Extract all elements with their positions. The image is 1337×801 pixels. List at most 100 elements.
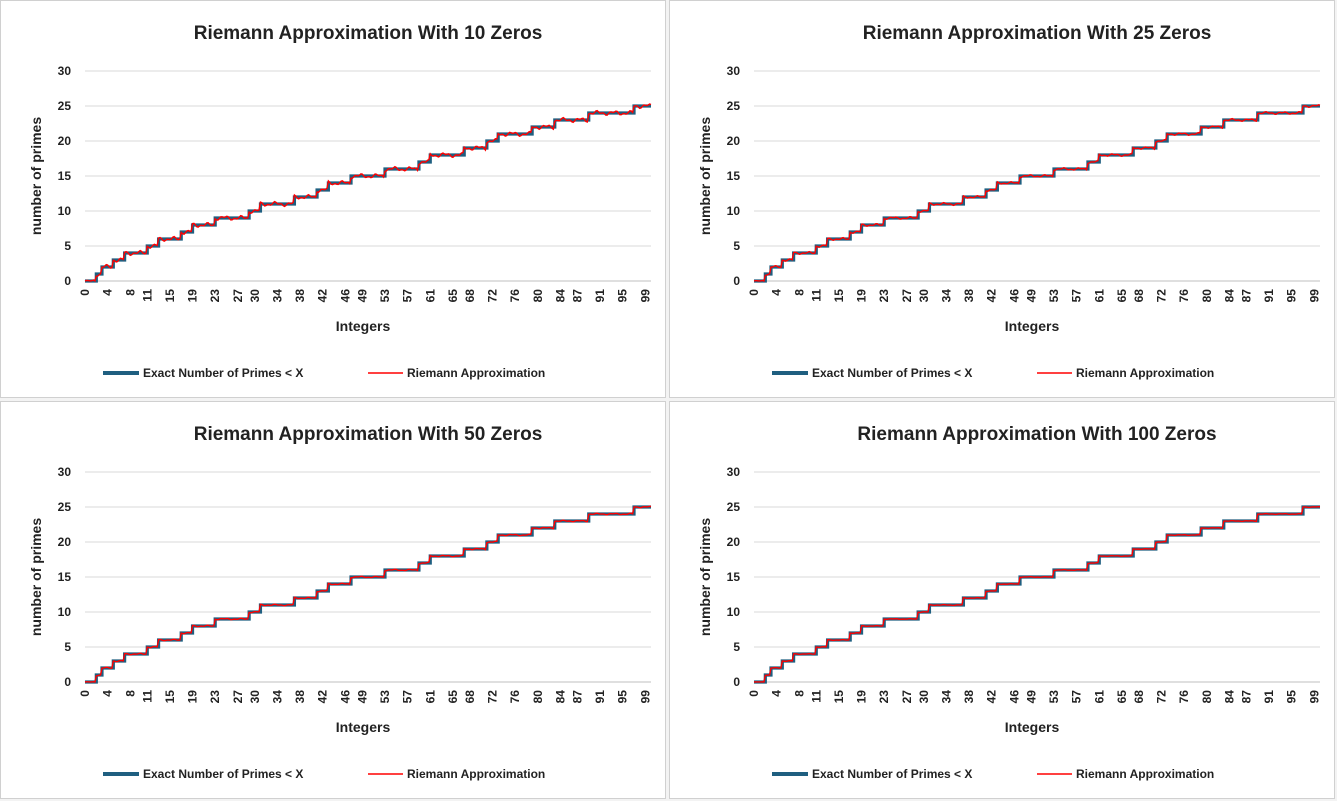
x-tick-label: 0: [78, 289, 92, 296]
y-tick-label: 0: [64, 675, 71, 689]
chart-title: Riemann Approximation With 50 Zeros: [194, 424, 543, 445]
legend-label: Exact Number of Primes < X: [143, 366, 303, 380]
y-tick-label: 25: [727, 500, 741, 514]
chart-title: Riemann Approximation With 25 Zeros: [863, 23, 1212, 44]
chart-svg: Riemann Approximation With 25 Zeros 0 5 10 1…: [697, 23, 1321, 380]
chart-title: Riemann Approximation With 10 Zeros: [194, 23, 543, 44]
y-tick-label: 10: [727, 605, 741, 619]
x-axis-label: Integers: [1005, 318, 1060, 334]
y-tick-label: 30: [727, 64, 741, 78]
x-tick-label: 8: [792, 690, 806, 697]
y-tick-label: 15: [727, 570, 741, 584]
x-tick-label: 8: [123, 690, 137, 697]
x-tick-label: 15: [163, 289, 177, 303]
legend-label: Exact Number of Primes < X: [812, 767, 972, 781]
x-tick-label: 76: [508, 690, 522, 704]
x-tick-label: 23: [877, 690, 891, 704]
x-tick-label: 84: [553, 289, 567, 303]
chart-panel-25-zeros: Riemann Approximation With 25 Zeros 0 5 10 1…: [669, 0, 1335, 398]
x-tick-label: 42: [985, 289, 999, 303]
y-tick-label: 15: [58, 169, 72, 183]
x-tick-label: 23: [208, 690, 222, 704]
legend-label: Riemann Approximation: [407, 767, 545, 781]
x-tick-label: 84: [553, 690, 567, 704]
x-tick-label: 8: [123, 289, 137, 296]
y-tick-label: 25: [58, 99, 72, 113]
y-tick-label: 25: [727, 99, 741, 113]
x-tick-label: 0: [78, 690, 92, 697]
x-tick-label: 38: [962, 289, 976, 303]
x-tick-label: 57: [1070, 289, 1084, 303]
x-tick-label: 11: [809, 690, 823, 703]
x-tick-label: 72: [486, 690, 500, 704]
y-tick-label: 5: [64, 239, 71, 253]
x-tick-label: 68: [463, 289, 477, 303]
y-tick-label: 25: [58, 500, 72, 514]
x-tick-label: 57: [401, 690, 415, 704]
x-tick-label: 23: [877, 289, 891, 303]
x-tick-label: 19: [186, 690, 200, 704]
x-tick-label: 23: [208, 289, 222, 303]
chart-panel-50-zeros: Riemann Approximation With 50 Zeros 0 5 10 1…: [0, 401, 666, 799]
x-tick-label: 95: [616, 690, 630, 704]
x-tick-label: 15: [832, 690, 846, 704]
x-tick-label: 65: [1115, 289, 1129, 303]
series-line-exact: [85, 104, 651, 283]
y-tick-label: 10: [58, 605, 72, 619]
x-axis-label: Integers: [336, 318, 391, 334]
x-tick-label: 42: [316, 289, 330, 303]
y-tick-label: 15: [58, 570, 72, 584]
x-tick-label: 4: [101, 289, 115, 296]
y-tick-label: 30: [58, 465, 72, 479]
x-tick-label: 80: [1200, 690, 1214, 704]
series-line-riemann: [753, 104, 1321, 282]
legend-label: Riemann Approximation: [1076, 366, 1214, 380]
x-tick-label: 42: [316, 690, 330, 704]
x-tick-label: 0: [747, 289, 761, 296]
chart-svg: Riemann Approximation With 50 Zeros 0 5 10 1…: [28, 424, 652, 781]
x-tick-label: 72: [1155, 690, 1169, 704]
y-tick-label: 10: [58, 204, 72, 218]
y-tick-label: 20: [727, 134, 741, 148]
x-tick-label: 99: [1307, 289, 1321, 303]
x-tick-label: 38: [962, 690, 976, 704]
x-tick-label: 91: [593, 690, 607, 704]
x-tick-label: 84: [1222, 690, 1236, 704]
x-tick-label: 53: [378, 690, 392, 704]
x-tick-label: 30: [248, 289, 262, 303]
x-tick-label: 61: [423, 289, 437, 303]
x-tick-label: 65: [446, 690, 460, 704]
x-tick-label: 87: [1239, 289, 1253, 303]
x-tick-label: 65: [1115, 690, 1129, 704]
y-tick-label: 20: [58, 535, 72, 549]
x-tick-label: 80: [1200, 289, 1214, 303]
x-tick-label: 91: [1262, 690, 1276, 704]
x-tick-label: 0: [747, 690, 761, 697]
x-tick-label: 11: [140, 289, 154, 302]
y-tick-label: 0: [64, 274, 71, 288]
x-tick-label: 80: [531, 289, 545, 303]
x-tick-label: 46: [1007, 289, 1021, 303]
y-axis-label: number of primes: [697, 518, 713, 636]
x-tick-label: 99: [638, 289, 652, 303]
x-tick-label: 76: [1177, 289, 1191, 303]
x-tick-label: 4: [770, 690, 784, 697]
x-tick-label: 19: [186, 289, 200, 303]
x-tick-label: 99: [638, 690, 652, 704]
y-axis-label: number of primes: [28, 518, 44, 636]
legend-label: Exact Number of Primes < X: [812, 366, 972, 380]
series-line-riemann: [84, 505, 652, 683]
x-tick-label: 34: [939, 690, 953, 704]
series-line-riemann: [84, 103, 652, 283]
series-line-exact: [85, 505, 651, 684]
x-tick-label: 27: [231, 289, 245, 303]
x-tick-label: 72: [1155, 289, 1169, 303]
series-line-riemann: [753, 505, 1321, 683]
x-tick-label: 46: [338, 289, 352, 303]
x-tick-label: 11: [140, 690, 154, 703]
x-tick-label: 46: [338, 690, 352, 704]
x-tick-label: 27: [900, 690, 914, 704]
chart-panel-100-zeros: Riemann Approximation With 100 Zeros 0 5 10…: [669, 401, 1335, 799]
x-tick-label: 76: [1177, 690, 1191, 704]
legend-label: Exact Number of Primes < X: [143, 767, 303, 781]
